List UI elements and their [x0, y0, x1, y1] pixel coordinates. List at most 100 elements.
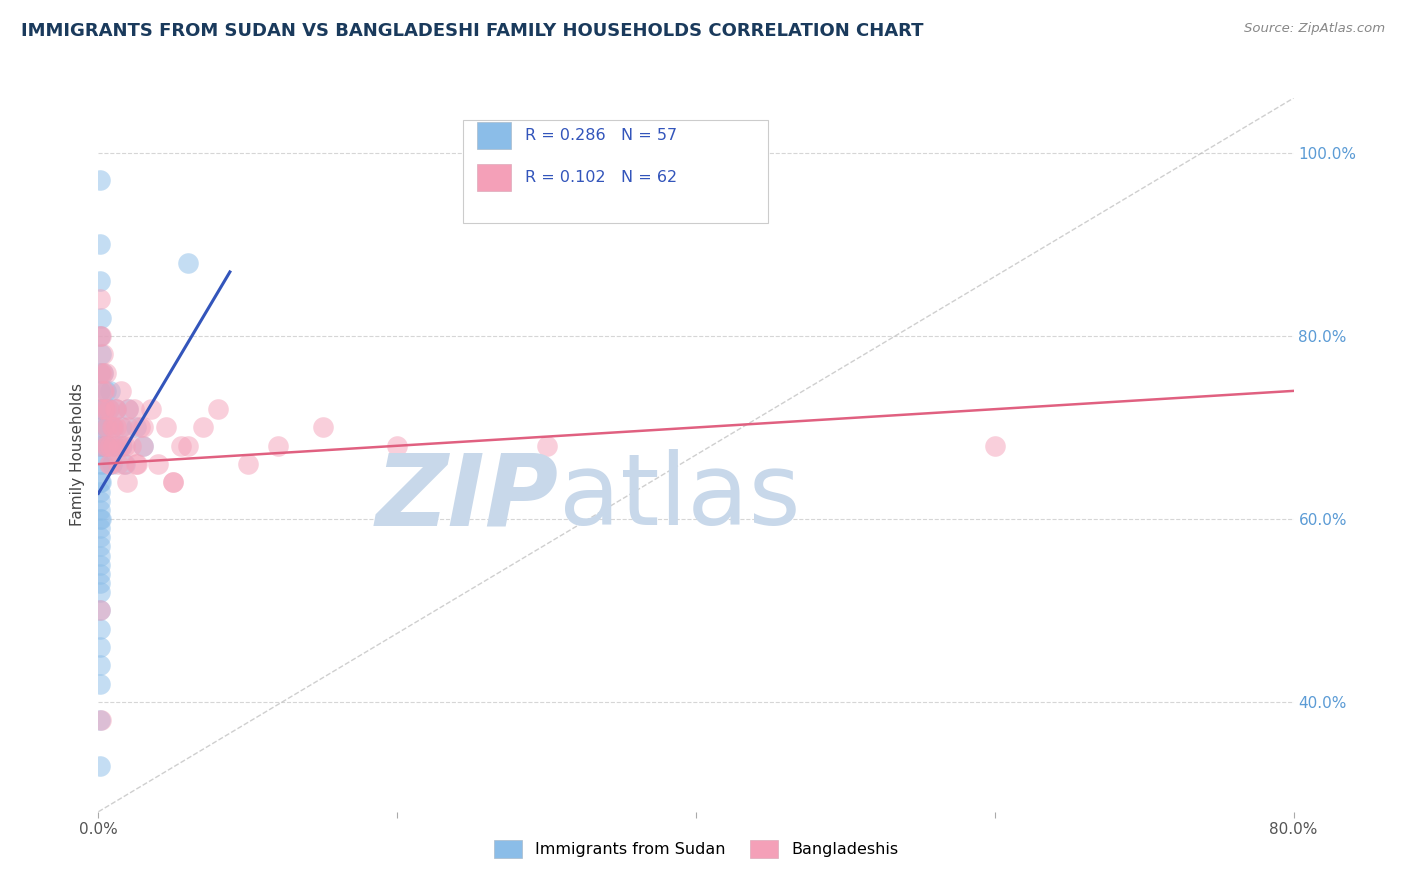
- Point: [89, 549, 111, 563]
- Point: [108, 439, 131, 453]
- Point: [110, 420, 132, 434]
- Point: [148, 457, 170, 471]
- Point: [124, 402, 146, 417]
- Point: [96, 439, 118, 453]
- Point: [89, 713, 111, 727]
- Point: [101, 457, 124, 471]
- Point: [89, 475, 111, 490]
- Point: [89, 484, 111, 499]
- Point: [89, 759, 111, 773]
- Point: [93, 420, 115, 434]
- Point: [89, 576, 111, 591]
- Point: [90, 475, 112, 490]
- Point: [90, 713, 112, 727]
- Point: [105, 402, 128, 417]
- Point: [89, 274, 111, 288]
- Point: [94, 366, 117, 380]
- Point: [139, 402, 162, 417]
- Bar: [477, 122, 510, 150]
- Point: [110, 439, 132, 453]
- Point: [115, 475, 138, 490]
- Point: [89, 603, 111, 617]
- Point: [89, 558, 111, 572]
- Point: [90, 439, 112, 453]
- Bar: [477, 164, 510, 191]
- Point: [89, 329, 111, 343]
- Point: [89, 366, 111, 380]
- Point: [91, 347, 114, 361]
- Point: [97, 457, 120, 471]
- Point: [162, 475, 184, 490]
- Point: [97, 402, 120, 417]
- Y-axis label: Family Households: Family Households: [70, 384, 86, 526]
- Bar: [463, 120, 768, 223]
- Point: [94, 420, 117, 434]
- Point: [89, 540, 111, 554]
- Point: [90, 439, 112, 453]
- Point: [177, 256, 200, 270]
- Point: [385, 439, 409, 453]
- Point: [110, 384, 132, 398]
- Point: [89, 420, 111, 434]
- Point: [94, 384, 117, 398]
- Point: [89, 676, 111, 690]
- Point: [98, 439, 122, 453]
- Point: [111, 420, 134, 434]
- Point: [89, 640, 111, 654]
- Point: [89, 329, 111, 343]
- Point: [94, 439, 117, 453]
- Point: [89, 521, 111, 535]
- Point: [162, 475, 184, 490]
- Point: [93, 384, 115, 398]
- Point: [91, 366, 114, 380]
- Point: [104, 439, 127, 453]
- Point: [125, 420, 148, 434]
- Point: [105, 402, 128, 417]
- Point: [97, 402, 120, 417]
- Point: [132, 439, 155, 453]
- Point: [127, 457, 149, 471]
- Point: [91, 420, 114, 434]
- Point: [89, 493, 111, 508]
- Point: [311, 420, 333, 434]
- Point: [120, 439, 142, 453]
- Point: [132, 439, 155, 453]
- Point: [132, 420, 155, 434]
- Point: [125, 457, 148, 471]
- Point: [91, 457, 114, 471]
- Point: [984, 439, 1007, 453]
- Point: [90, 512, 112, 526]
- Point: [112, 457, 135, 471]
- Point: [114, 457, 136, 471]
- Point: [94, 402, 117, 417]
- Point: [111, 439, 134, 453]
- Point: [89, 622, 111, 636]
- Point: [207, 402, 229, 417]
- Point: [89, 457, 111, 471]
- Point: [104, 402, 127, 417]
- Point: [90, 310, 112, 325]
- Point: [536, 439, 558, 453]
- Point: [91, 366, 114, 380]
- Point: [89, 503, 111, 517]
- Point: [685, 201, 707, 215]
- Point: [98, 384, 122, 398]
- Point: [101, 420, 124, 434]
- Point: [107, 457, 129, 471]
- Point: [93, 402, 115, 417]
- Point: [93, 439, 115, 453]
- Point: [267, 439, 290, 453]
- Point: [93, 402, 115, 417]
- Legend: Immigrants from Sudan, Bangladeshis: Immigrants from Sudan, Bangladeshis: [488, 833, 904, 864]
- Point: [89, 658, 111, 673]
- Text: Source: ZipAtlas.com: Source: ZipAtlas.com: [1244, 22, 1385, 36]
- Point: [89, 173, 111, 187]
- Point: [89, 402, 111, 417]
- Point: [89, 530, 111, 544]
- Point: [89, 402, 111, 417]
- Point: [89, 237, 111, 252]
- Point: [117, 420, 139, 434]
- Point: [89, 439, 111, 453]
- Point: [96, 420, 118, 434]
- Point: [155, 420, 177, 434]
